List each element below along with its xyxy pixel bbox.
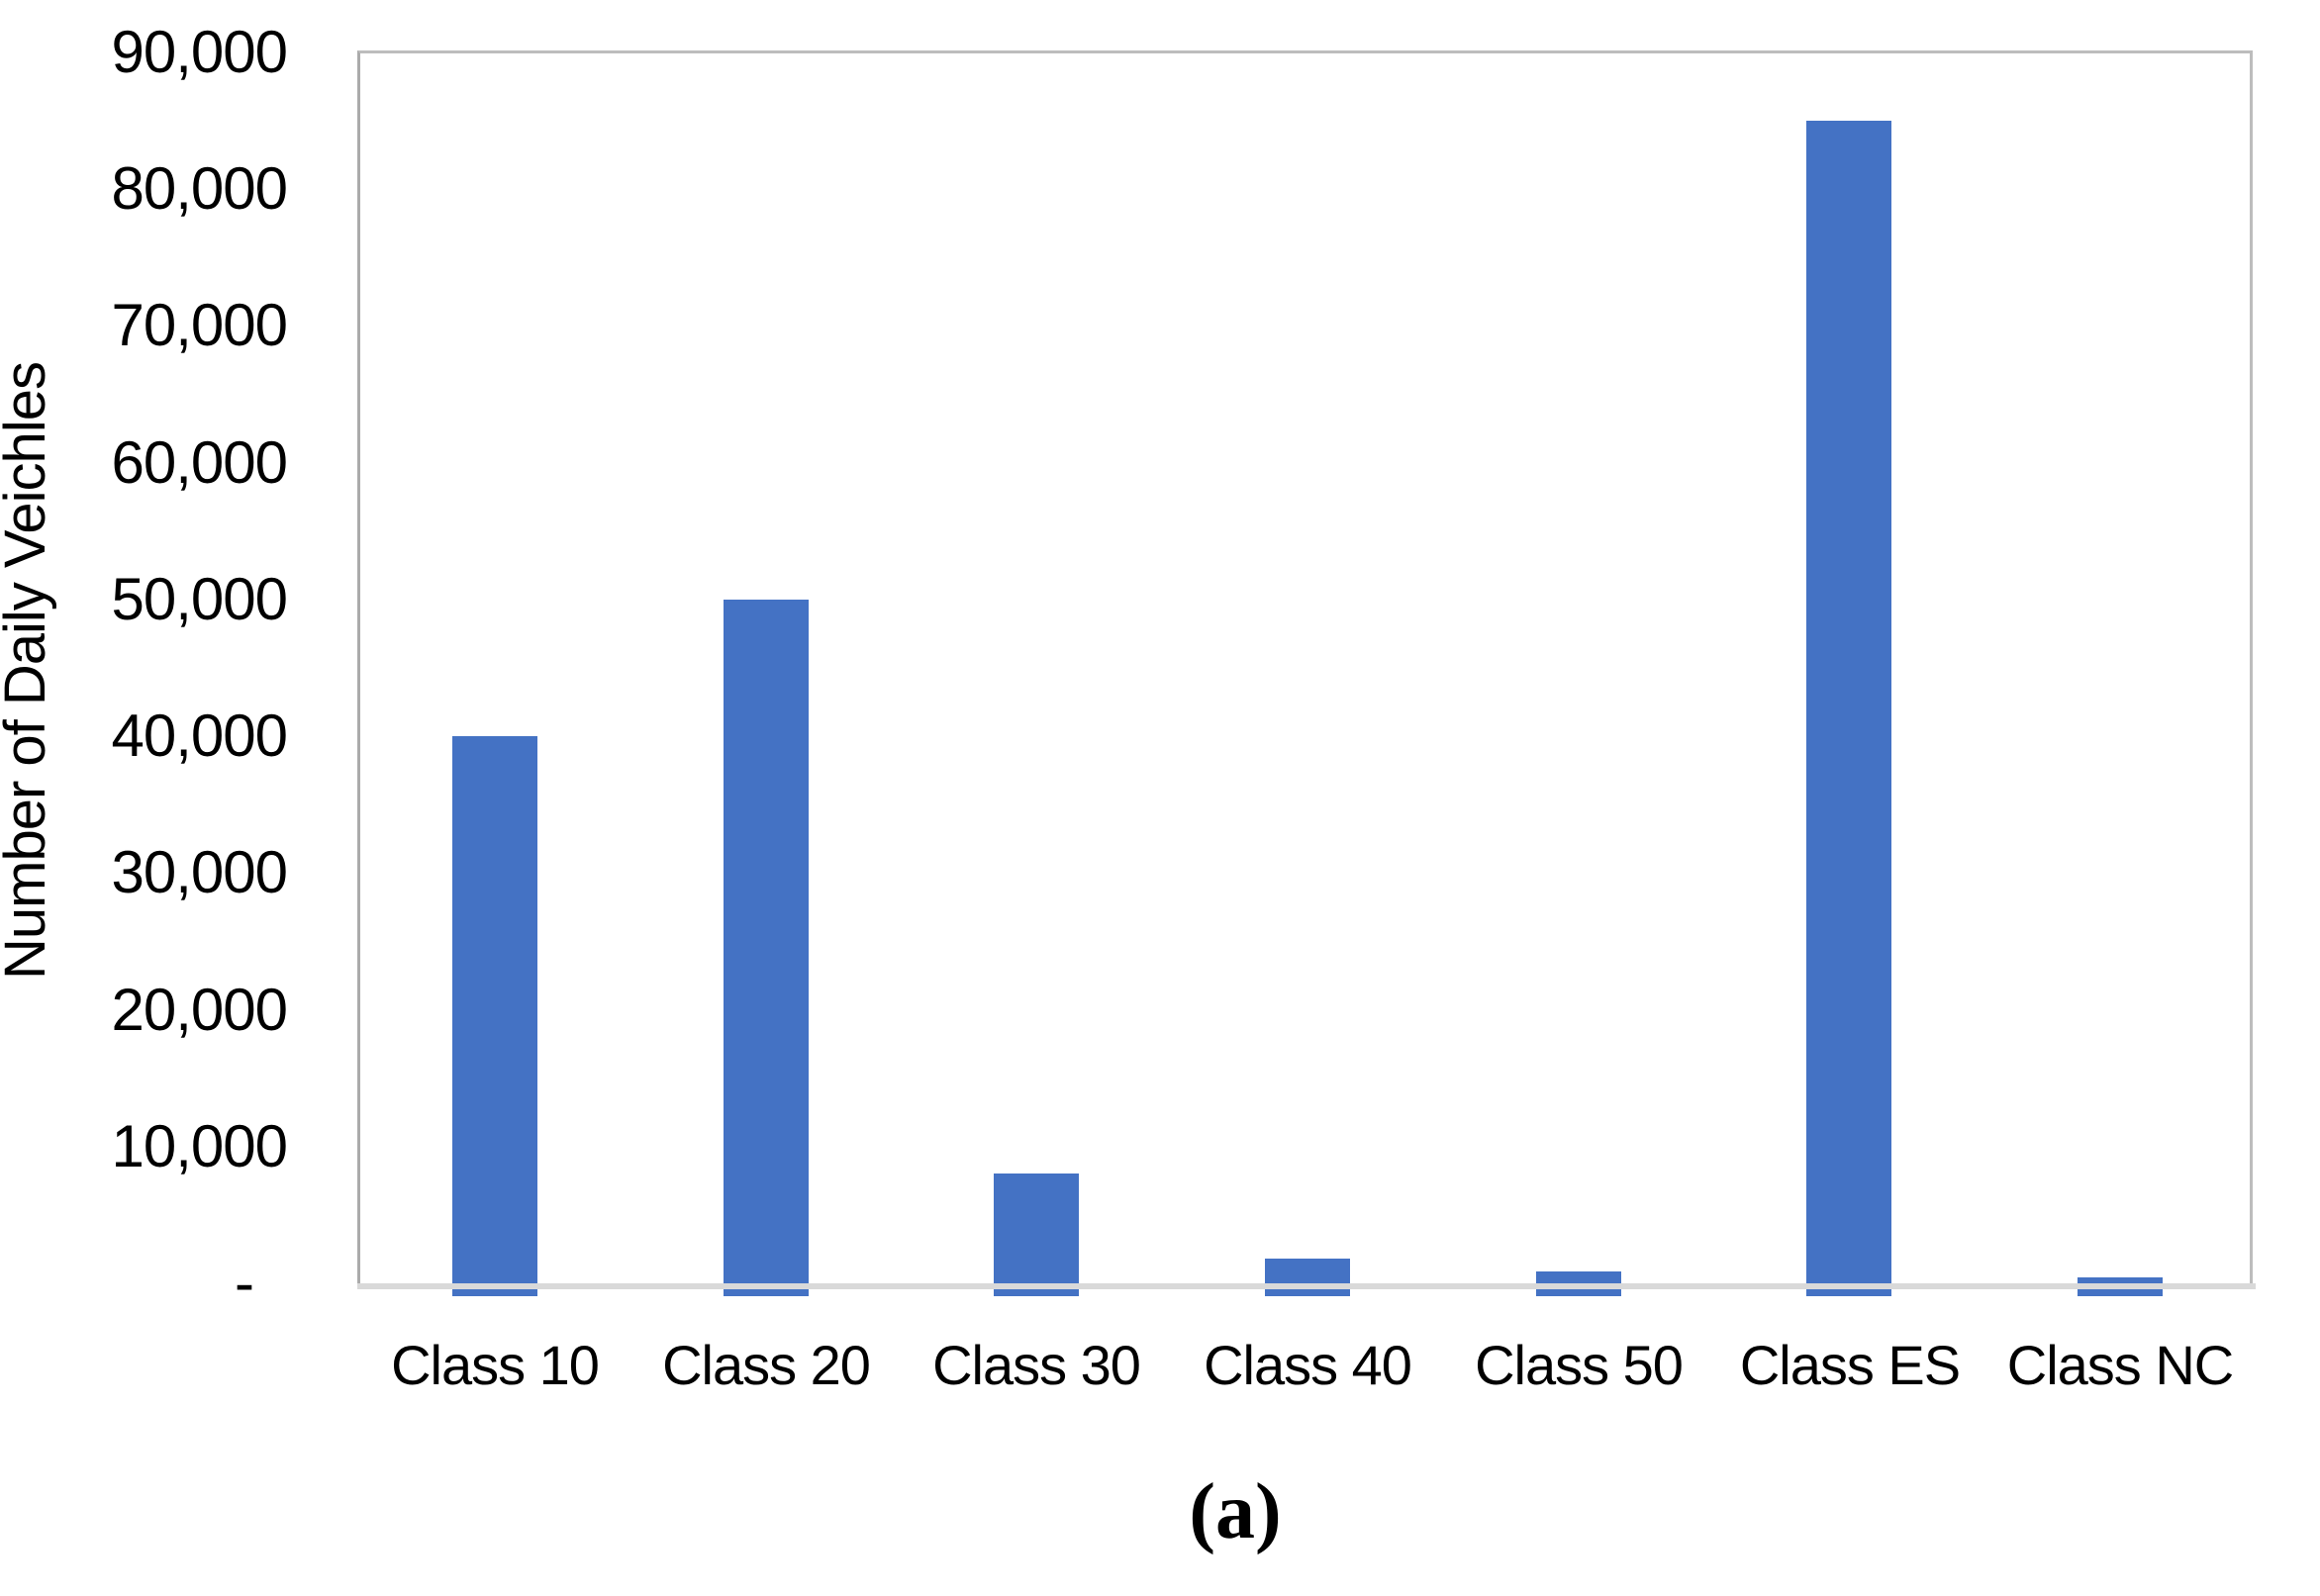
y-tick-label: 50,000	[111, 566, 288, 632]
x-axis-line	[357, 1283, 2256, 1289]
y-tick-label: 80,000	[111, 155, 288, 222]
y-axis-title: Number of Daily Veichles	[0, 362, 57, 980]
x-tick-label-class-es: Class ES	[1739, 1334, 1961, 1396]
x-tick-label-class-50: Class 50	[1475, 1334, 1684, 1396]
x-tick-label-class-30: Class 30	[932, 1334, 1141, 1396]
bar-class-40	[1265, 1259, 1350, 1296]
subfigure-label: (a)	[1189, 1468, 1282, 1555]
x-tick-label-class-nc: Class NC	[2006, 1334, 2234, 1396]
y-tick-label: 20,000	[111, 977, 288, 1043]
y-tick-label: 30,000	[111, 839, 288, 905]
bar-class-es	[1806, 121, 1891, 1296]
y-tick-label: 90,000	[111, 19, 288, 85]
x-tick-label-class-40: Class 40	[1204, 1334, 1412, 1396]
x-tick-label-class-20: Class 20	[662, 1334, 871, 1396]
bar-class-20	[724, 600, 809, 1296]
y-tick-label: 10,000	[111, 1113, 288, 1179]
bar-class-30	[994, 1174, 1079, 1296]
y-tick-label: -	[235, 1250, 254, 1316]
y-tick-label: 60,000	[111, 429, 288, 496]
y-tick-label: 40,000	[111, 703, 288, 769]
x-tick-label-class-10: Class 10	[391, 1334, 600, 1396]
y-tick-label: 70,000	[111, 292, 288, 358]
bar-class-10	[452, 736, 537, 1296]
plot-area	[357, 50, 2253, 1283]
